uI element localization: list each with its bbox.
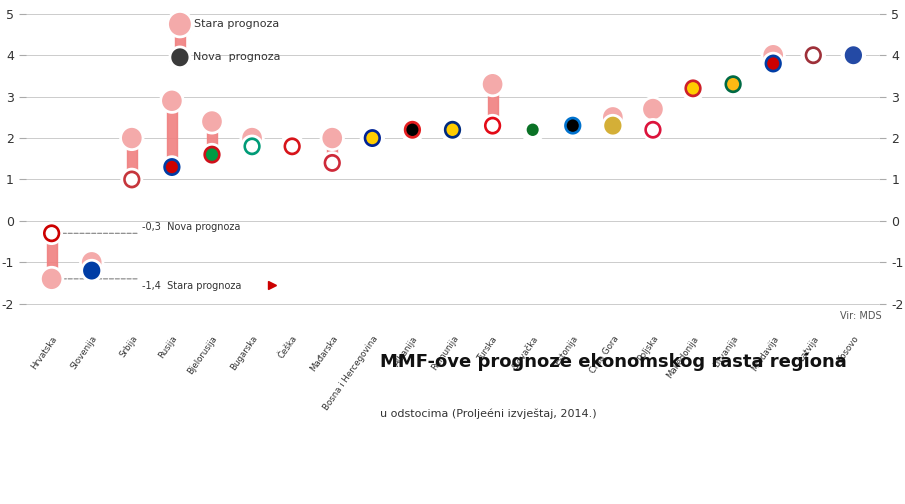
Circle shape bbox=[286, 140, 298, 153]
Circle shape bbox=[442, 118, 463, 141]
Circle shape bbox=[807, 49, 819, 61]
Circle shape bbox=[843, 44, 864, 67]
Circle shape bbox=[167, 12, 192, 37]
Circle shape bbox=[762, 44, 785, 67]
Circle shape bbox=[521, 118, 544, 141]
Circle shape bbox=[170, 47, 190, 68]
Circle shape bbox=[401, 118, 424, 141]
Circle shape bbox=[681, 77, 704, 100]
Circle shape bbox=[683, 78, 703, 99]
Circle shape bbox=[487, 119, 499, 132]
Circle shape bbox=[42, 223, 62, 243]
Circle shape bbox=[120, 127, 143, 150]
Text: -1,4  Stara prognoza: -1,4 Stara prognoza bbox=[142, 281, 242, 291]
Circle shape bbox=[246, 140, 258, 153]
Circle shape bbox=[122, 169, 142, 190]
Text: Vir: MDS: Vir: MDS bbox=[840, 311, 881, 321]
Circle shape bbox=[41, 267, 62, 290]
Circle shape bbox=[642, 97, 664, 120]
Circle shape bbox=[527, 123, 538, 136]
Circle shape bbox=[406, 123, 418, 136]
Circle shape bbox=[362, 128, 382, 148]
Circle shape bbox=[802, 44, 824, 67]
Circle shape bbox=[443, 119, 462, 140]
Circle shape bbox=[647, 123, 659, 136]
Circle shape bbox=[847, 49, 860, 61]
Text: Nova  prognoza: Nova prognoza bbox=[193, 52, 281, 62]
Text: u odstocima (Proljeéni izvještaj, 2014.): u odstocima (Proljeéni izvještaj, 2014.) bbox=[380, 408, 596, 419]
Text: MMF-ove prognoze ekonomskog rasta regiona: MMF-ove prognoze ekonomskog rasta region… bbox=[380, 353, 847, 371]
Circle shape bbox=[166, 161, 178, 173]
Circle shape bbox=[567, 119, 579, 132]
Circle shape bbox=[607, 119, 619, 132]
Circle shape bbox=[687, 82, 699, 95]
Circle shape bbox=[403, 119, 423, 140]
Circle shape bbox=[201, 110, 224, 133]
Circle shape bbox=[446, 123, 459, 136]
Circle shape bbox=[603, 115, 623, 136]
Text: Stara prognoza: Stara prognoza bbox=[195, 19, 280, 29]
Circle shape bbox=[242, 136, 262, 157]
Circle shape bbox=[282, 136, 302, 157]
Circle shape bbox=[482, 115, 502, 136]
Circle shape bbox=[241, 127, 263, 150]
Text: -0,3  Nova prognoza: -0,3 Nova prognoza bbox=[142, 222, 240, 232]
Circle shape bbox=[763, 53, 783, 74]
Circle shape bbox=[723, 74, 743, 95]
Circle shape bbox=[322, 153, 342, 173]
Circle shape bbox=[162, 157, 182, 177]
Circle shape bbox=[602, 106, 624, 129]
Circle shape bbox=[361, 127, 384, 150]
Circle shape bbox=[561, 114, 584, 137]
Circle shape bbox=[727, 78, 739, 90]
Circle shape bbox=[281, 135, 303, 158]
Circle shape bbox=[643, 119, 663, 140]
Circle shape bbox=[81, 260, 101, 281]
Circle shape bbox=[326, 157, 338, 169]
Circle shape bbox=[81, 250, 103, 274]
Circle shape bbox=[563, 115, 583, 136]
Circle shape bbox=[767, 57, 779, 70]
Circle shape bbox=[321, 127, 344, 150]
Circle shape bbox=[45, 227, 58, 239]
Circle shape bbox=[481, 73, 504, 96]
Circle shape bbox=[523, 119, 543, 140]
Circle shape bbox=[161, 89, 183, 112]
Circle shape bbox=[202, 144, 222, 165]
Circle shape bbox=[86, 265, 98, 277]
Circle shape bbox=[367, 132, 378, 144]
Circle shape bbox=[843, 45, 863, 66]
Circle shape bbox=[722, 73, 744, 96]
Circle shape bbox=[126, 173, 138, 185]
Circle shape bbox=[206, 148, 218, 161]
Circle shape bbox=[804, 45, 824, 66]
